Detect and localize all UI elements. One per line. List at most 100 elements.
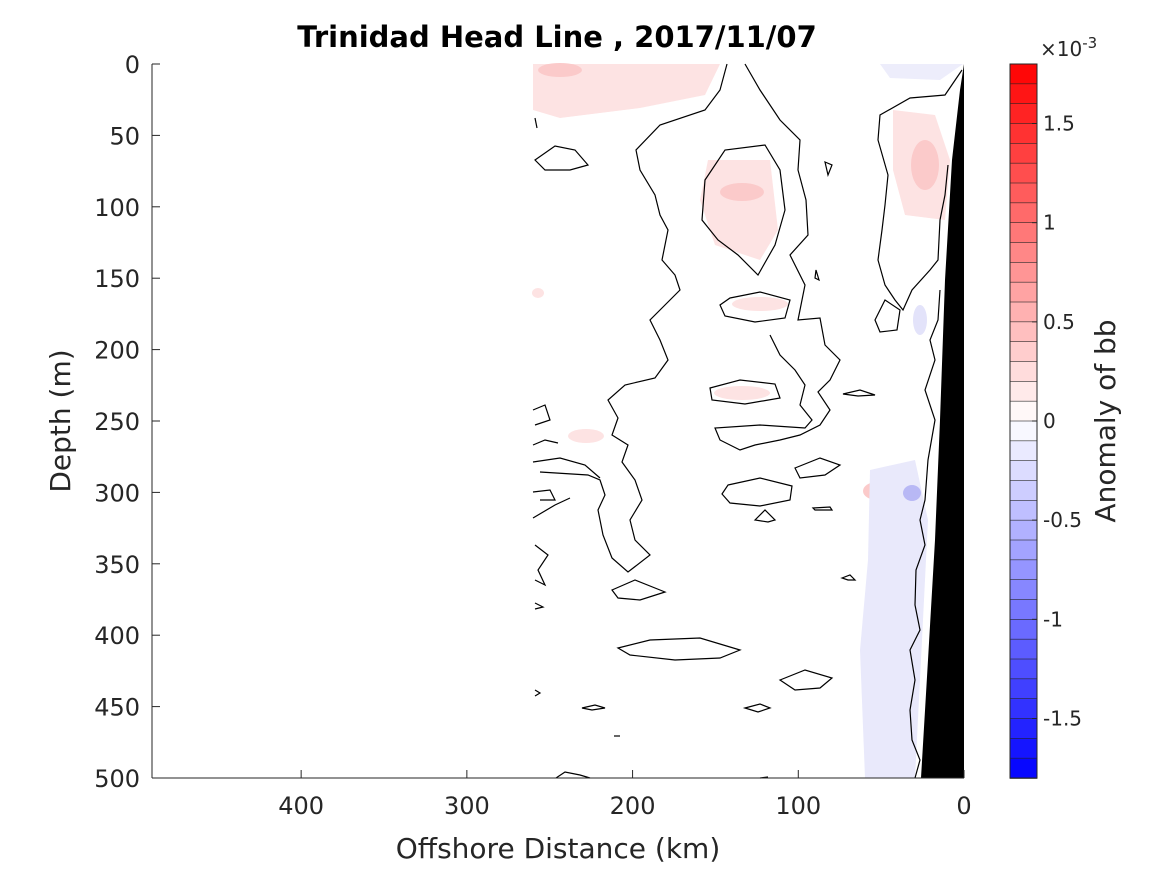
colorbar-level xyxy=(1009,658,1038,680)
positive-fill-surface-core xyxy=(538,63,582,77)
contour-main-right xyxy=(714,63,841,451)
colorbar-tick-label: -0.5 xyxy=(1043,508,1082,532)
y-tick-label: 350 xyxy=(94,551,140,579)
colorbar-tick-label: 0.5 xyxy=(1043,310,1075,334)
contour-mid-high xyxy=(701,144,786,276)
colorbar-level xyxy=(1009,420,1038,442)
colorbar-level xyxy=(1009,559,1038,581)
colorbar-level xyxy=(1009,143,1038,164)
y-tick-label: 0 xyxy=(125,51,140,79)
colorbar-level xyxy=(1009,738,1038,759)
y-axis-title: Depth (m) xyxy=(44,349,77,492)
colorbar-exponent-power: -3 xyxy=(1082,34,1097,52)
colorbar-tick-label: 1 xyxy=(1043,211,1056,235)
colorbar-level xyxy=(1009,103,1038,125)
contour-300 xyxy=(721,477,793,507)
colorbar-level xyxy=(1009,678,1038,700)
contour-190 xyxy=(874,299,901,333)
negative-fill-210 xyxy=(913,305,927,335)
colorbar-exponent-base: ×10 xyxy=(1040,37,1082,61)
contour-360 xyxy=(840,574,857,581)
contour-270 xyxy=(794,457,842,479)
y-tick-label: 100 xyxy=(94,194,140,222)
positive-fill-mid xyxy=(700,160,778,260)
colorbar-level xyxy=(1009,757,1038,779)
contour-170 xyxy=(719,291,791,323)
contour-250 xyxy=(532,439,559,446)
y-tick-label: 300 xyxy=(94,479,140,507)
colorbar-level xyxy=(1009,63,1038,85)
colorbar-level xyxy=(1009,301,1038,323)
y-tick-label: 250 xyxy=(94,408,140,436)
y-tick-label: 50 xyxy=(109,122,140,150)
contour-80 xyxy=(824,160,833,178)
contour-430 xyxy=(778,669,834,691)
colorbar-level xyxy=(1009,83,1038,105)
positive-fill-surface xyxy=(533,64,720,118)
contour-bottom xyxy=(555,771,591,779)
contour-240 xyxy=(532,404,551,426)
y-tick-label: 200 xyxy=(94,337,140,365)
colorbar-level xyxy=(1009,500,1038,521)
x-tick-label: 0 xyxy=(956,792,971,820)
contour-330 xyxy=(532,497,571,519)
positive-fill-230 xyxy=(714,386,770,400)
anomaly-fills xyxy=(532,63,963,778)
colorbar-level xyxy=(1009,242,1038,264)
colorbar-level xyxy=(1009,202,1038,224)
plot-area xyxy=(152,64,964,778)
colorbar-level xyxy=(1009,579,1038,601)
colorbar-level xyxy=(1009,162,1038,184)
contour-315 xyxy=(753,509,777,523)
contour-main-left xyxy=(539,63,728,573)
contour-450b xyxy=(581,704,606,711)
positive-fill-170 xyxy=(732,297,788,311)
contour-40 xyxy=(534,117,538,129)
colorbar-ticks: 1.5 1 0.5 0 -0.5 -1 -1.5 xyxy=(1032,112,1082,731)
colorbar-level xyxy=(1009,381,1038,402)
positive-fill-inshore-core xyxy=(911,140,939,190)
contour-410 xyxy=(616,637,742,661)
x-tick-label: 400 xyxy=(278,792,324,820)
zero-contours xyxy=(532,63,963,779)
negative-fill-surface xyxy=(880,64,963,80)
contour-350 xyxy=(534,544,549,587)
colorbar-level xyxy=(1009,619,1038,640)
colorbar-level xyxy=(1009,599,1038,621)
colorbar-level xyxy=(1009,281,1038,303)
contour-370 xyxy=(611,579,667,601)
colorbar-level xyxy=(1009,341,1038,363)
x-axis-ticks: 400 300 200 100 0 xyxy=(278,770,972,820)
colorbar-level xyxy=(1009,698,1038,720)
negative-fill-inshore xyxy=(860,460,928,778)
chart-title: Trinidad Head Line , 2017/11/07 xyxy=(297,20,817,54)
colorbar-level xyxy=(1009,539,1038,561)
colorbar-level xyxy=(1009,262,1038,283)
colorbar-level xyxy=(1009,361,1038,383)
colorbar-title: Anomaly of bb xyxy=(1089,319,1122,522)
x-axis-title: Offshore Distance (km) xyxy=(396,832,721,865)
colorbar-level xyxy=(1009,638,1038,660)
colorbar-level xyxy=(1009,222,1038,244)
x-tick-label: 300 xyxy=(444,792,490,820)
contour-60 xyxy=(534,145,590,171)
contour-310 xyxy=(811,506,834,511)
contour-135 xyxy=(814,269,820,282)
contour-440 xyxy=(534,689,542,697)
y-tick-label: 150 xyxy=(94,265,140,293)
positive-fill-160 xyxy=(532,288,544,298)
y-axis-ticks: 0 50 100 150 200 250 300 350 400 450 500 xyxy=(94,51,160,793)
colorbar-level xyxy=(1009,123,1038,145)
x-tick-label: 200 xyxy=(610,792,656,820)
colorbar-level xyxy=(1009,480,1038,502)
seafloor-bathymetry xyxy=(921,64,964,778)
colorbar-tick-label: -1.5 xyxy=(1043,707,1082,731)
y-tick-label: 400 xyxy=(94,622,140,650)
colorbar-tick-label: 1.5 xyxy=(1043,112,1075,136)
positive-fill-mid-core xyxy=(720,183,764,201)
colorbar-level xyxy=(1009,460,1038,482)
positive-fill-250 xyxy=(568,429,604,443)
colorbar-level xyxy=(1009,718,1038,740)
colorbar-exponent: ×10-3 xyxy=(1040,34,1097,61)
